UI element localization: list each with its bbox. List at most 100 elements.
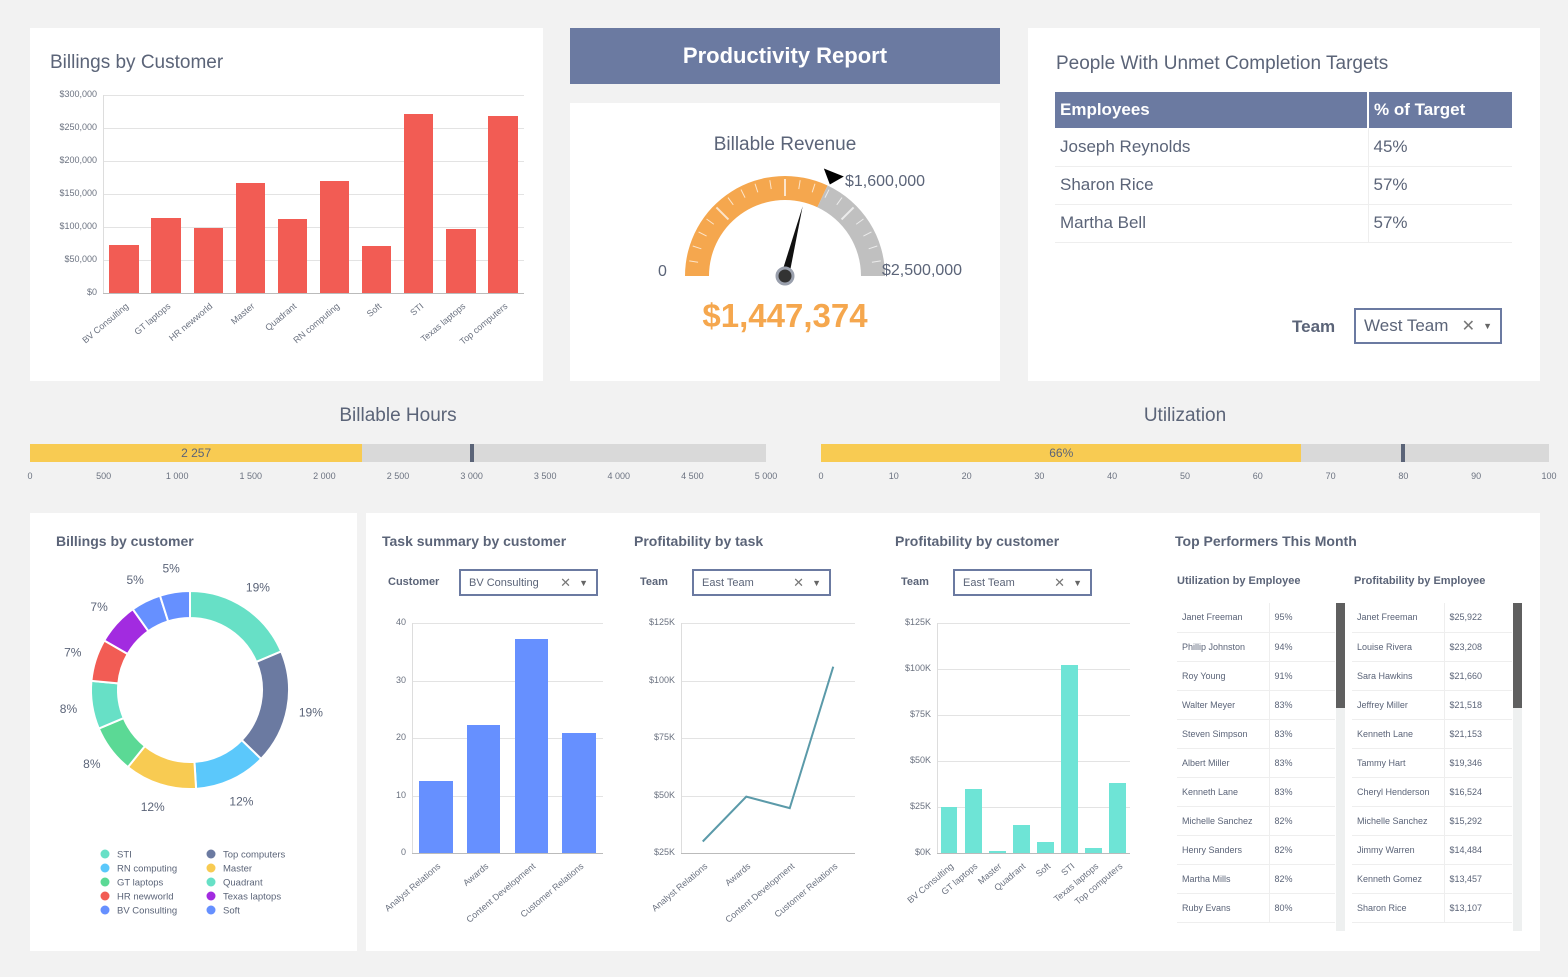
list-item[interactable]: Jeffrey Miller $21,518 xyxy=(1352,690,1512,720)
list-item[interactable]: Tammy Hart $19,346 xyxy=(1352,748,1512,778)
bar[interactable] xyxy=(193,228,223,293)
bar[interactable] xyxy=(109,244,139,293)
bar[interactable] xyxy=(1109,783,1127,853)
bar[interactable] xyxy=(277,219,308,293)
bar[interactable] xyxy=(1061,665,1079,853)
gauge-tick xyxy=(868,245,878,250)
customer-team-select[interactable]: East Team ✕ ▼ xyxy=(953,569,1092,596)
gridline xyxy=(681,680,855,682)
gauge-remaining xyxy=(817,185,885,276)
bar[interactable] xyxy=(361,246,392,293)
list-item[interactable]: Michelle Sanchez 82% xyxy=(1177,806,1335,836)
scrollbar[interactable] xyxy=(1513,603,1522,931)
legend-item[interactable]: HR newworld xyxy=(117,892,174,903)
list-item[interactable]: Michelle Sanchez $15,292 xyxy=(1352,806,1512,836)
table-row[interactable]: Martha Bell 57% xyxy=(1055,204,1512,243)
legend-swatch xyxy=(100,891,110,901)
list-item[interactable]: Jimmy Warren $14,484 xyxy=(1352,835,1512,865)
bar[interactable] xyxy=(940,807,958,853)
list-item[interactable]: Sharon Rice $13,107 xyxy=(1352,893,1512,923)
team-select[interactable]: West Team ✕ ▼ xyxy=(1354,308,1502,344)
list-item[interactable]: Ruby Evans 80% xyxy=(1177,893,1335,923)
list-item[interactable]: Kenneth Lane 83% xyxy=(1177,777,1335,807)
clear-icon[interactable]: ✕ xyxy=(1461,318,1476,335)
donut-card: Billings by customer xyxy=(30,513,357,951)
legend-item[interactable]: Soft xyxy=(223,906,240,917)
donut-slice[interactable] xyxy=(158,589,191,623)
top-performers-title: Top Performers This Month xyxy=(1175,533,1357,549)
donut-slice[interactable] xyxy=(240,650,290,761)
chevron-down-icon[interactable]: ▼ xyxy=(1073,577,1082,588)
scrollbar-thumb[interactable] xyxy=(1336,603,1345,708)
list-item[interactable]: Phillip Johnston 94% xyxy=(1177,632,1335,662)
bar[interactable] xyxy=(235,182,266,293)
column-header[interactable]: % of Target xyxy=(1374,100,1466,119)
bar[interactable] xyxy=(988,851,1006,853)
legend-item[interactable]: Top computers xyxy=(223,850,286,861)
legend-item[interactable]: GT laptops xyxy=(117,878,164,889)
customer-select[interactable]: BV Consulting ✕ ▼ xyxy=(459,569,598,596)
y-tick-label: $100K xyxy=(904,663,931,673)
chevron-down-icon[interactable]: ▼ xyxy=(579,577,588,588)
list-item[interactable]: Kenneth Gomez $13,457 xyxy=(1352,864,1512,894)
bar[interactable] xyxy=(514,638,549,853)
bar[interactable] xyxy=(1085,848,1103,853)
clear-icon[interactable]: ✕ xyxy=(1054,574,1066,590)
employee-name: Ruby Evans xyxy=(1177,893,1270,923)
chevron-down-icon[interactable]: ▼ xyxy=(812,577,821,588)
legend-item[interactable]: Master xyxy=(223,864,252,875)
legend-swatch xyxy=(206,891,216,901)
bar[interactable] xyxy=(488,116,518,293)
gridline xyxy=(937,715,1130,716)
legend-item[interactable]: Texas laptops xyxy=(223,892,281,903)
legend-item[interactable]: STI xyxy=(117,850,132,861)
clear-icon[interactable]: ✕ xyxy=(560,574,572,590)
utilization-value: 91% xyxy=(1269,661,1335,691)
utilization-value: 83% xyxy=(1269,748,1335,778)
legend-item[interactable]: BV Consulting xyxy=(117,906,177,917)
y-tick-label: $50K xyxy=(909,755,931,765)
column-header[interactable]: Employees xyxy=(1055,92,1369,128)
bar[interactable] xyxy=(562,732,596,853)
list-item[interactable]: Martha Mills 82% xyxy=(1177,864,1335,894)
donut-title: Billings by customer xyxy=(56,533,194,549)
list-item[interactable]: Albert Miller 83% xyxy=(1177,748,1335,778)
gauge-min-label: 0 xyxy=(658,263,667,280)
bar[interactable] xyxy=(446,228,476,293)
clear-icon[interactable]: ✕ xyxy=(793,574,805,590)
bar[interactable] xyxy=(1012,825,1030,853)
legend-swatch xyxy=(100,877,110,887)
list-item[interactable]: Janet Freeman $25,922 xyxy=(1352,603,1512,633)
list-item[interactable]: Walter Meyer 83% xyxy=(1177,690,1335,720)
list-item[interactable]: Sara Hawkins $21,660 xyxy=(1352,661,1512,691)
list-item[interactable]: Janet Freeman 95% xyxy=(1177,603,1335,633)
bar[interactable] xyxy=(404,114,434,293)
donut-slice[interactable] xyxy=(189,589,283,664)
bar[interactable] xyxy=(964,788,982,853)
bar[interactable] xyxy=(466,724,501,853)
table-row[interactable]: Sharon Rice 57% xyxy=(1055,166,1512,205)
bar[interactable] xyxy=(151,217,181,293)
employee-name: Kenneth Gomez xyxy=(1352,864,1445,894)
utilization-table-wrap[interactable]: Janet Freeman 95% Phillip Johnston 94% Roy Y… xyxy=(1177,603,1345,931)
scrollbar-thumb[interactable] xyxy=(1513,603,1522,708)
employee-name: Joseph Reynolds xyxy=(1055,128,1369,167)
legend-item[interactable]: RN computing xyxy=(117,864,177,875)
profitability-table-wrap[interactable]: Janet Freeman $25,922 Louise Rivera $23,208… xyxy=(1352,603,1522,931)
legend-item[interactable]: Quadrant xyxy=(223,878,263,889)
list-item[interactable]: Louise Rivera $23,208 xyxy=(1352,632,1512,662)
list-item[interactable]: Steven Simpson 83% xyxy=(1177,719,1335,749)
tick-label: 3 000 xyxy=(460,471,483,481)
gauge-tick xyxy=(824,189,830,198)
scrollbar[interactable] xyxy=(1336,603,1345,931)
list-item[interactable]: Roy Young 91% xyxy=(1177,661,1335,691)
task-team-select[interactable]: East Team ✕ ▼ xyxy=(692,569,831,596)
bar[interactable] xyxy=(419,781,453,853)
bar[interactable] xyxy=(319,180,350,293)
list-item[interactable]: Kenneth Lane $21,153 xyxy=(1352,719,1512,749)
bar[interactable] xyxy=(1037,841,1054,853)
list-item[interactable]: Cheryl Henderson $16,524 xyxy=(1352,777,1512,807)
list-item[interactable]: Henry Sanders 82% xyxy=(1177,835,1335,865)
table-row[interactable]: Joseph Reynolds 45% xyxy=(1055,128,1512,167)
chevron-down-icon[interactable]: ▼ xyxy=(1483,321,1492,331)
